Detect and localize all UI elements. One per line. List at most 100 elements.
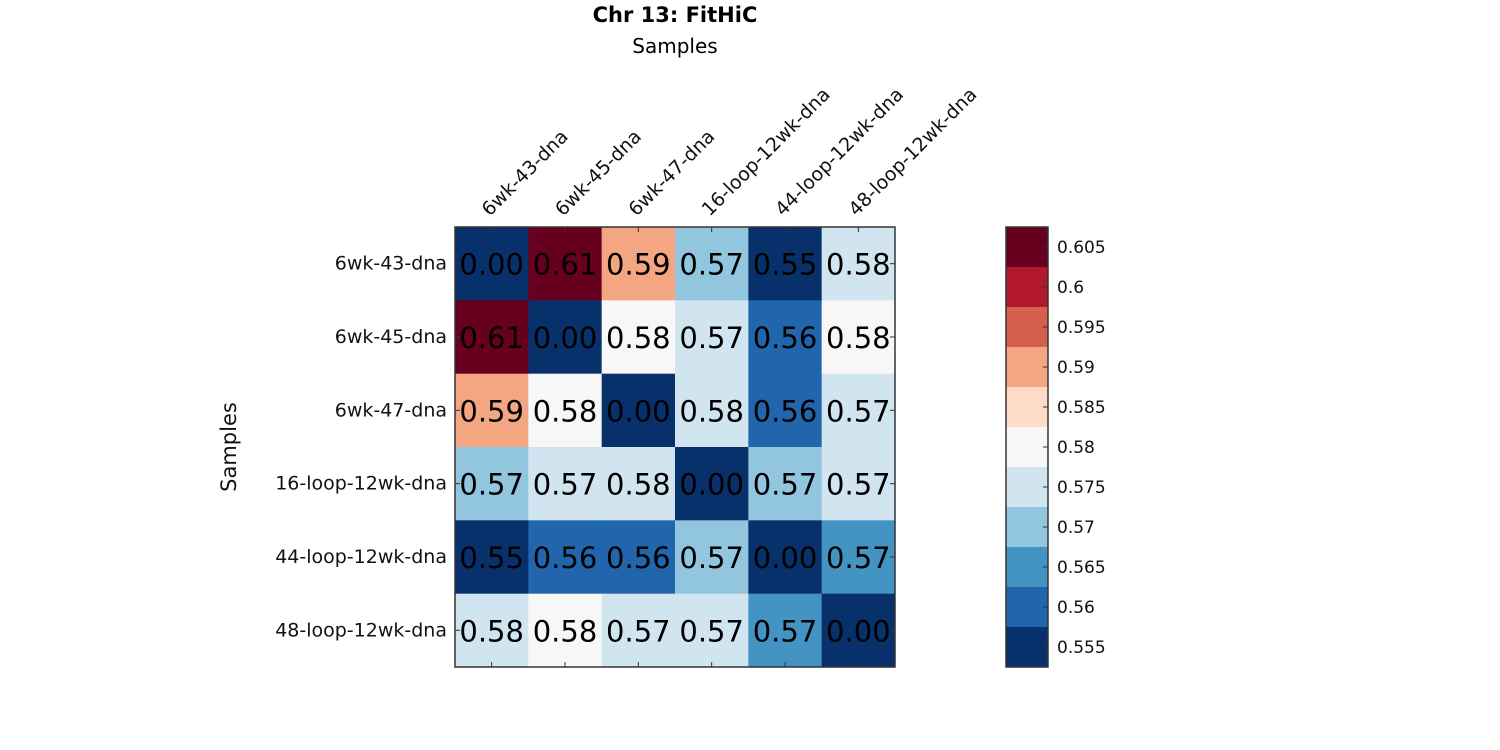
colorbar-tick-label: 0.59 bbox=[1057, 358, 1095, 378]
cell-value-label: 0.61 bbox=[459, 321, 524, 355]
y-tick-label: 6wk-47-dna bbox=[335, 399, 447, 421]
chart-title: Chr 13: FitHiC bbox=[593, 3, 758, 27]
y-tick-label: 48-loop-12wk-dna bbox=[275, 619, 447, 641]
heatmap-cell bbox=[675, 300, 749, 375]
cell-value-label: 0.57 bbox=[679, 321, 744, 355]
heatmap-cell bbox=[675, 373, 749, 448]
heatmap-cell bbox=[675, 593, 749, 668]
heatmap-cell bbox=[821, 373, 896, 448]
heatmap-cell bbox=[675, 447, 749, 521]
x-tick-label: 48-loop-12wk-dna bbox=[844, 83, 981, 220]
heatmap-cell bbox=[601, 300, 676, 375]
heatmap-cell bbox=[455, 300, 529, 375]
heatmap-cell bbox=[821, 447, 896, 521]
heatmap-cell bbox=[601, 373, 676, 448]
cell-value-label: 0.57 bbox=[826, 468, 891, 502]
cell-value-label: 0.00 bbox=[753, 541, 818, 575]
x-tick-label: 16-loop-12wk-dna bbox=[698, 83, 835, 220]
cell-value-label: 0.57 bbox=[826, 394, 891, 428]
cell-value-label: 0.00 bbox=[533, 321, 598, 355]
heatmap-cell bbox=[528, 373, 603, 448]
heatmap-cell bbox=[748, 373, 823, 448]
x-tick-labels: 6wk-43-dna6wk-45-dna6wk-47-dna16-loop-12… bbox=[478, 83, 982, 220]
heatmap-cell bbox=[528, 227, 603, 301]
cell-value-label: 0.56 bbox=[606, 541, 671, 575]
cell-value-label: 0.58 bbox=[826, 321, 891, 355]
heatmap-cell bbox=[748, 520, 823, 595]
cell-value-label: 0.57 bbox=[679, 614, 744, 648]
colorbar-segment bbox=[1006, 307, 1048, 348]
colorbar-segment bbox=[1006, 347, 1048, 388]
colorbar-tick-label: 0.555 bbox=[1057, 638, 1106, 658]
heatmap-cell bbox=[528, 593, 603, 668]
cell-value-label: 0.57 bbox=[753, 468, 818, 502]
colorbar-tick-label: 0.57 bbox=[1057, 518, 1095, 538]
colorbar-segment bbox=[1006, 427, 1048, 468]
cell-value-label: 0.57 bbox=[826, 541, 891, 575]
cell-value-label: 0.55 bbox=[753, 248, 818, 282]
heatmap-cell bbox=[455, 520, 529, 595]
cell-value-label: 0.58 bbox=[826, 248, 891, 282]
colorbar-segment bbox=[1006, 507, 1048, 548]
cell-value-label: 0.00 bbox=[459, 248, 524, 282]
cell-value-label: 0.00 bbox=[606, 394, 671, 428]
colorbar-tick-label: 0.595 bbox=[1057, 318, 1106, 338]
heatmap-cell bbox=[455, 447, 529, 521]
cell-value-label: 0.58 bbox=[679, 394, 744, 428]
y-axis-label: Samples bbox=[217, 402, 241, 492]
heatmap-cell bbox=[748, 300, 823, 375]
heatmap-cell bbox=[455, 373, 529, 448]
heatmap-cell bbox=[675, 227, 749, 301]
cell-value-label: 0.56 bbox=[533, 541, 598, 575]
heatmap-cell bbox=[601, 593, 676, 668]
cell-value-label: 0.58 bbox=[606, 468, 671, 502]
colorbar-tick-label: 0.58 bbox=[1057, 438, 1095, 458]
cell-value-label: 0.58 bbox=[533, 614, 598, 648]
y-tick-label: 16-loop-12wk-dna bbox=[275, 473, 447, 495]
heatmap-cell bbox=[601, 227, 676, 301]
heatmap-cell bbox=[528, 520, 603, 595]
heatmap-cell bbox=[821, 227, 896, 301]
colorbar-segment bbox=[1006, 227, 1048, 268]
colorbar: 0.605 0.6 0.595 0.59 0.585 0.58 0.575 0.57 0.565… bbox=[1005, 226, 1106, 668]
heatmap-cell bbox=[455, 227, 529, 301]
colorbar-segment bbox=[1006, 627, 1048, 668]
cell-value-label: 0.59 bbox=[459, 394, 524, 428]
cell-value-label: 0.57 bbox=[679, 541, 744, 575]
heatmap-cell bbox=[748, 227, 823, 301]
y-tick-label: 6wk-43-dna bbox=[335, 253, 447, 275]
colorbar-tick-label: 0.56 bbox=[1057, 598, 1095, 618]
cell-value-label: 0.57 bbox=[753, 614, 818, 648]
colorbar-tick-label: 0.605 bbox=[1057, 238, 1106, 258]
heatmap-cell bbox=[601, 447, 676, 521]
colorbar-segment bbox=[1006, 587, 1048, 628]
colorbar-segment bbox=[1006, 267, 1048, 308]
heatmap-cell bbox=[528, 447, 603, 521]
heatmap-cell bbox=[821, 300, 896, 375]
colorbar-tick-label: 0.6 bbox=[1057, 278, 1084, 298]
y-tick-label: 44-loop-12wk-dna bbox=[275, 546, 447, 568]
cell-value-label: 0.55 bbox=[459, 541, 524, 575]
cell-value-label: 0.58 bbox=[606, 321, 671, 355]
heatmap-cell bbox=[821, 593, 896, 668]
cell-value-label: 0.59 bbox=[606, 248, 671, 282]
colorbar-tick-label: 0.565 bbox=[1057, 558, 1106, 578]
cell-value-label: 0.57 bbox=[459, 468, 524, 502]
cell-value-label: 0.00 bbox=[679, 468, 744, 502]
heatmap-cell bbox=[748, 593, 823, 668]
cell-value-label: 0.57 bbox=[533, 468, 598, 502]
heatmap-cell bbox=[528, 300, 603, 375]
y-tick-labels: 6wk-43-dna 6wk-45-dna 6wk-47-dna 16-loop-12… bbox=[275, 253, 447, 642]
heatmap-cell-labels: 0.00 0.61 0.59 0.57 0.55 0.580.61 0.00 0.58 0.57… bbox=[459, 248, 890, 649]
heatmap-cell bbox=[821, 520, 896, 595]
heatmap-cell bbox=[748, 447, 823, 521]
plot-frame bbox=[454, 226, 896, 668]
cell-value-label: 0.57 bbox=[606, 614, 671, 648]
x-axis-label: Samples bbox=[632, 34, 717, 58]
cell-value-label: 0.00 bbox=[826, 614, 891, 648]
cell-value-label: 0.61 bbox=[533, 248, 598, 282]
cell-value-label: 0.57 bbox=[679, 248, 744, 282]
x-tick-label: 44-loop-12wk-dna bbox=[771, 83, 908, 220]
colorbar-segment bbox=[1006, 387, 1048, 428]
